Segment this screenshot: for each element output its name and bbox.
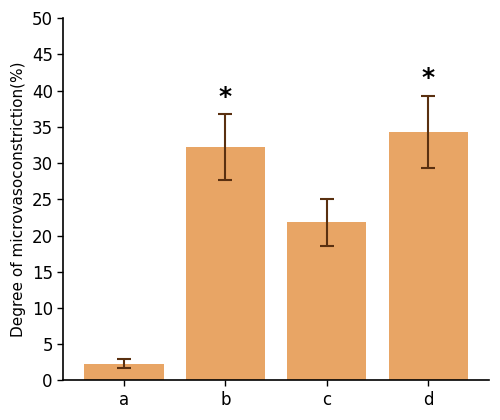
Y-axis label: Degree of microvasoconstriction(%): Degree of microvasoconstriction(%) <box>11 62 26 337</box>
Bar <box>287 223 366 381</box>
Text: *: * <box>219 85 232 109</box>
Bar <box>186 147 265 381</box>
Text: *: * <box>422 66 434 90</box>
Bar <box>84 364 164 381</box>
Bar <box>388 132 468 381</box>
